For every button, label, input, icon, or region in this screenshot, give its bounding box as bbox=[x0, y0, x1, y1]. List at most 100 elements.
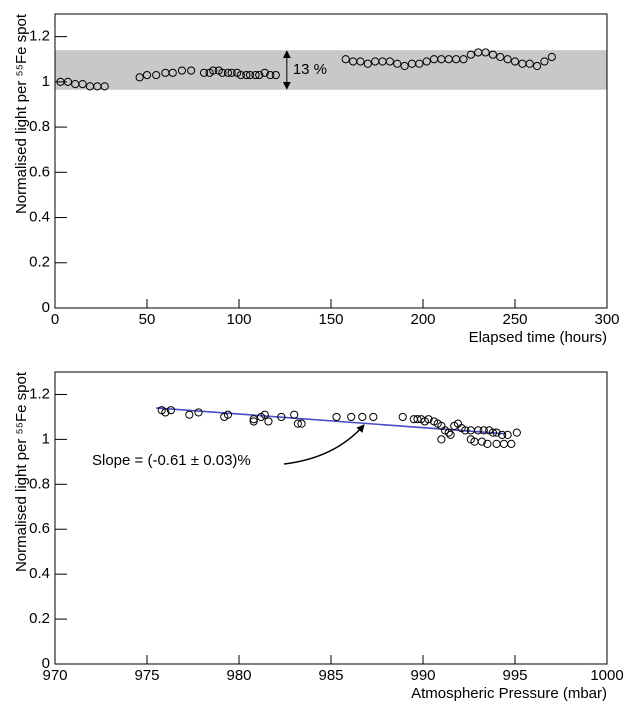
x-axis-label: Atmospheric Pressure (mbar) bbox=[411, 685, 607, 701]
data-point bbox=[369, 412, 378, 422]
data-point bbox=[218, 68, 227, 77]
data-point bbox=[461, 426, 470, 435]
data-point bbox=[492, 428, 501, 437]
data-point bbox=[251, 70, 260, 80]
data-point bbox=[223, 68, 233, 77]
band bbox=[55, 50, 607, 90]
data-point bbox=[242, 70, 251, 80]
data-point bbox=[466, 50, 475, 59]
data-point bbox=[393, 59, 402, 68]
data-point bbox=[437, 435, 446, 444]
x-tick-label: 980 bbox=[226, 667, 251, 684]
y-tick-label: 1 bbox=[42, 430, 50, 447]
x-tick-label: 970 bbox=[42, 667, 67, 684]
data-point bbox=[496, 52, 505, 62]
data-point bbox=[194, 408, 203, 417]
x-tick-label: 150 bbox=[318, 311, 343, 328]
data-point bbox=[400, 61, 409, 71]
data-point bbox=[185, 410, 194, 419]
y-tick-label: 0 bbox=[42, 299, 50, 316]
data-point bbox=[260, 410, 269, 419]
x-tick-label: 0 bbox=[51, 311, 59, 328]
data-point bbox=[477, 437, 486, 446]
annotation: 13 % bbox=[293, 61, 327, 78]
data-point bbox=[142, 70, 152, 80]
data-point bbox=[347, 412, 356, 422]
x-tick-label: 985 bbox=[318, 667, 343, 684]
data-point bbox=[209, 66, 218, 75]
data-point bbox=[290, 410, 299, 419]
x-tick-label: 1000 bbox=[590, 667, 623, 684]
y-tick-label: 1.2 bbox=[29, 385, 50, 402]
data-point bbox=[249, 417, 258, 426]
data-point bbox=[503, 55, 512, 64]
data-point bbox=[424, 415, 433, 424]
data-point bbox=[363, 59, 372, 68]
y-tick-label: 0.6 bbox=[29, 520, 50, 537]
data-point bbox=[177, 66, 187, 75]
data-point bbox=[332, 412, 341, 422]
data-point bbox=[199, 68, 209, 77]
data-point bbox=[135, 73, 144, 82]
y-tick-label: 1 bbox=[42, 73, 50, 90]
data-point bbox=[422, 57, 431, 66]
data-point bbox=[540, 57, 549, 66]
data-point bbox=[356, 57, 365, 66]
data-point bbox=[512, 428, 521, 437]
data-point bbox=[510, 57, 520, 66]
data-point bbox=[78, 80, 87, 89]
data-point bbox=[499, 439, 509, 448]
data-point bbox=[507, 439, 516, 448]
data-point bbox=[525, 59, 534, 68]
data-point bbox=[249, 415, 258, 424]
data-point bbox=[223, 410, 233, 419]
data-point bbox=[413, 415, 422, 424]
x-tick-label: 975 bbox=[134, 667, 159, 684]
plot-frame bbox=[54, 371, 608, 665]
data-point bbox=[479, 426, 488, 435]
data-point bbox=[63, 77, 72, 86]
data-point bbox=[168, 68, 177, 77]
data-point bbox=[498, 430, 507, 439]
y-tick-label: 1.2 bbox=[29, 28, 50, 45]
x-tick-label: 50 bbox=[139, 311, 156, 328]
data-point bbox=[245, 70, 255, 80]
x-tick-label: 990 bbox=[410, 667, 435, 684]
x-tick-label: 200 bbox=[410, 311, 435, 328]
data-point bbox=[100, 82, 109, 91]
y-axis-label: Normalised light per ⁵⁵Fe spot bbox=[13, 13, 30, 214]
y-tick-label: 0.2 bbox=[29, 610, 50, 627]
data-point bbox=[260, 68, 269, 77]
data-point bbox=[547, 52, 556, 62]
x-tick-label: 300 bbox=[594, 311, 619, 328]
annotation: Slope = (-0.61 ± 0.03)% bbox=[92, 452, 251, 469]
data-point bbox=[297, 419, 306, 428]
y-tick-label: 0.8 bbox=[29, 118, 50, 135]
y-tick-label: 0 bbox=[42, 655, 50, 672]
data-point bbox=[459, 55, 468, 64]
data-point bbox=[358, 412, 367, 422]
x-tick-label: 100 bbox=[226, 311, 251, 328]
x-tick-label: 250 bbox=[502, 311, 527, 328]
data-point bbox=[474, 426, 483, 435]
data-point bbox=[488, 428, 498, 437]
data-point bbox=[187, 66, 196, 75]
y-tick-label: 0.2 bbox=[29, 254, 50, 271]
data-point bbox=[341, 55, 350, 64]
data-point bbox=[492, 439, 501, 448]
data-point bbox=[385, 57, 394, 66]
y-axis-label: Normalised light per ⁵⁵Fe spot bbox=[13, 371, 30, 572]
data-point bbox=[277, 412, 286, 422]
data-point bbox=[166, 406, 176, 415]
y-tick-label: 0.4 bbox=[29, 209, 50, 226]
data-point bbox=[483, 439, 492, 448]
data-point bbox=[446, 430, 455, 439]
data-point bbox=[264, 417, 273, 426]
data-point bbox=[152, 70, 161, 80]
data-point bbox=[266, 70, 275, 80]
y-tick-label: 0.4 bbox=[29, 565, 50, 582]
data-point bbox=[293, 419, 302, 428]
data-point bbox=[532, 61, 542, 71]
data-point bbox=[227, 68, 236, 77]
